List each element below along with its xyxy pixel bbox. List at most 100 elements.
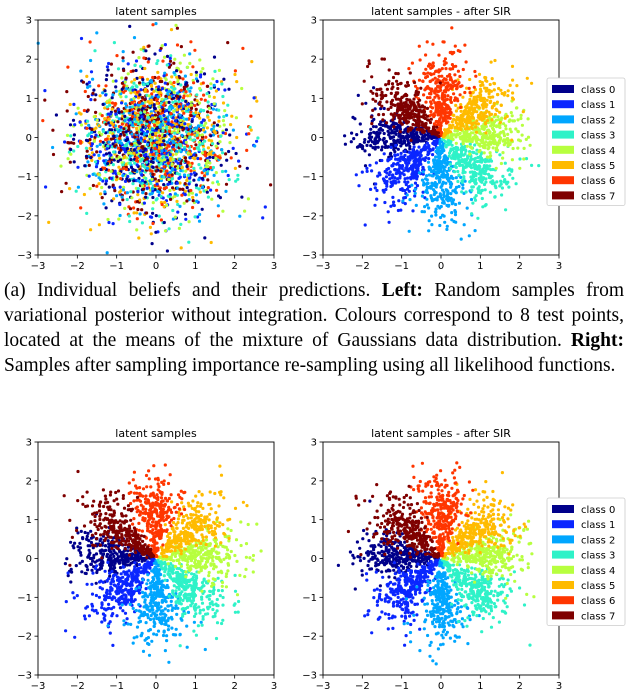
scatter-point (439, 145, 443, 149)
scatter-point (446, 94, 450, 98)
scatter-point (206, 195, 210, 199)
scatter-point (235, 135, 239, 140)
scatter-point (187, 193, 191, 197)
scatter-point (143, 98, 147, 102)
scatter-point (425, 203, 429, 207)
scatter-point (444, 144, 448, 148)
scatter-point (467, 234, 471, 238)
scatter-point (79, 36, 84, 41)
scatter-point (472, 85, 476, 89)
scatter-point (458, 127, 462, 131)
scatter-point (83, 89, 87, 94)
scatter-point (407, 229, 411, 233)
scatter-point (165, 169, 169, 173)
scatter-point (499, 179, 503, 183)
scatter-point (151, 165, 155, 169)
scatter-point (123, 206, 127, 210)
scatter-point (44, 185, 48, 189)
scatter-point (145, 142, 150, 147)
scatter-point (76, 106, 80, 110)
scatter-point (140, 173, 144, 177)
scatter-point (381, 112, 385, 117)
scatter-point (137, 100, 141, 104)
scatter-point (170, 173, 174, 177)
scatter-point (145, 166, 149, 170)
scatter-point (488, 100, 492, 105)
scatter-point (73, 541, 77, 545)
scatter-point (187, 182, 191, 186)
scatter-point (387, 79, 391, 83)
scatter-point (447, 154, 451, 158)
scatter-point (454, 191, 458, 195)
scatter-point (230, 114, 234, 118)
scatter-point (209, 82, 213, 86)
scatter-point (469, 94, 473, 98)
plot-frame (322, 19, 560, 256)
scatter-point (139, 149, 143, 153)
scatter-point (433, 76, 437, 80)
scatter-point (382, 178, 386, 182)
scatter-point (490, 136, 495, 140)
scatter-point (503, 116, 507, 120)
scatter-point (394, 139, 399, 143)
scatter-point (165, 146, 169, 150)
scatter-point (219, 134, 223, 138)
scatter-point (221, 131, 225, 135)
scatter-point (467, 138, 471, 142)
scatter-point (519, 113, 523, 117)
scatter-point (204, 135, 208, 139)
scatter-point (457, 201, 461, 205)
scatter-point (155, 117, 159, 122)
scatter-point (133, 63, 137, 67)
scatter-point (205, 92, 209, 96)
scatter-point (117, 150, 121, 155)
scatter-point (448, 130, 453, 134)
scatter-point (163, 173, 167, 177)
scatter-point (491, 146, 495, 150)
scatter-point (199, 97, 203, 101)
scatter-point (184, 169, 188, 173)
scatter-point (110, 128, 114, 132)
scatter-point (125, 197, 129, 202)
scatter-point (149, 83, 153, 87)
scatter-point (105, 73, 109, 77)
scatter-point (206, 84, 210, 88)
scatter-point (408, 71, 412, 75)
scatter-point (409, 138, 413, 142)
scatter-point (380, 104, 384, 108)
scatter-point (448, 98, 453, 102)
scatter-point (362, 79, 366, 83)
scatter-point (124, 76, 128, 80)
scatter-point (206, 146, 210, 150)
scatter-point (136, 113, 140, 117)
scatter-point (459, 103, 463, 107)
scatter-point (401, 111, 405, 115)
scatter-point (378, 122, 382, 126)
scatter-point (173, 119, 178, 123)
scatter-point (469, 175, 473, 179)
scatter-point (172, 109, 176, 113)
scatter-point (122, 166, 126, 170)
scatter-point (118, 190, 122, 194)
scatter-point (438, 81, 442, 85)
scatter-point (160, 146, 164, 150)
scatter-point (102, 202, 106, 206)
scatter-point (433, 135, 437, 139)
scatter-point (413, 112, 417, 117)
scatter-point (468, 106, 472, 110)
scatter-point (430, 106, 435, 110)
scatter-point (59, 164, 63, 168)
scatter-point (122, 147, 126, 151)
scatter-point (423, 133, 427, 137)
scatter-point (189, 172, 193, 176)
scatter-point (176, 202, 180, 207)
scatter-point (440, 188, 445, 192)
scatter-point (375, 93, 379, 98)
y-tick-label: 0 (26, 133, 32, 144)
scatter-point (202, 169, 206, 173)
scatter-point (415, 134, 419, 138)
scatter-point (191, 199, 195, 203)
x-tick-label: −2 (70, 261, 85, 272)
scatter-point (86, 134, 90, 138)
